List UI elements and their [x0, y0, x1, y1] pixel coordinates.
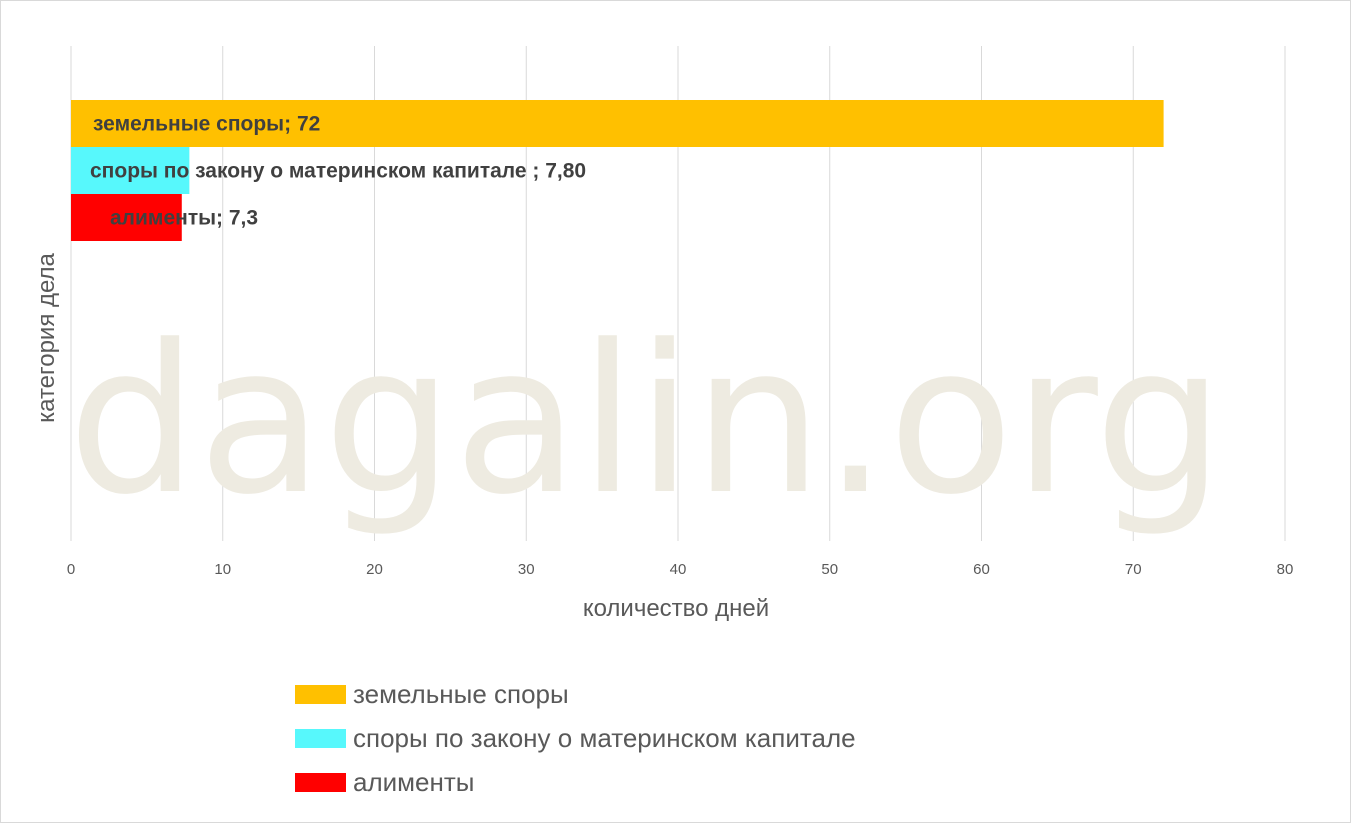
legend-swatch	[295, 773, 346, 792]
legend-item: алименты	[295, 767, 474, 797]
bar	[71, 194, 182, 241]
x-tick-label: 40	[670, 561, 687, 578]
bar	[71, 147, 190, 194]
bar	[71, 100, 1164, 147]
bars-group	[71, 100, 1164, 241]
legend: земельные споры споры по закону о материн…	[295, 679, 856, 797]
legend-swatch	[295, 685, 346, 704]
y-axis-title: категория дела	[33, 252, 60, 422]
bar-data-label: споры по закону о материнском капитале ;…	[90, 160, 586, 183]
bar-data-label: земельные споры; 72	[93, 113, 320, 136]
legend-label: земельные споры	[353, 679, 569, 709]
legend-swatch	[295, 729, 346, 748]
x-tick-labels: 0 10 20 30 40 50 60 70 80	[67, 561, 1294, 578]
legend-label: споры по закону о материнском капитале	[353, 723, 856, 753]
bar-labels-group: земельные споры; 72 споры по закону о мат…	[90, 113, 586, 230]
x-axis-title: количество дней	[583, 595, 769, 622]
watermark-text: dagalin.org	[68, 302, 1225, 540]
x-tick-label: 50	[821, 561, 838, 578]
x-tick-label: 80	[1277, 561, 1294, 578]
legend-item: споры по закону о материнском капитале	[295, 723, 856, 753]
x-tick-label: 0	[67, 561, 75, 578]
x-tick-label: 10	[214, 561, 231, 578]
bar-data-label: алименты; 7,3	[110, 207, 258, 230]
x-tick-label: 70	[1125, 561, 1142, 578]
legend-label: алименты	[353, 767, 474, 797]
legend-item: земельные споры	[295, 679, 569, 709]
x-tick-label: 30	[518, 561, 535, 578]
x-tick-label: 60	[973, 561, 990, 578]
x-tick-label: 20	[366, 561, 383, 578]
